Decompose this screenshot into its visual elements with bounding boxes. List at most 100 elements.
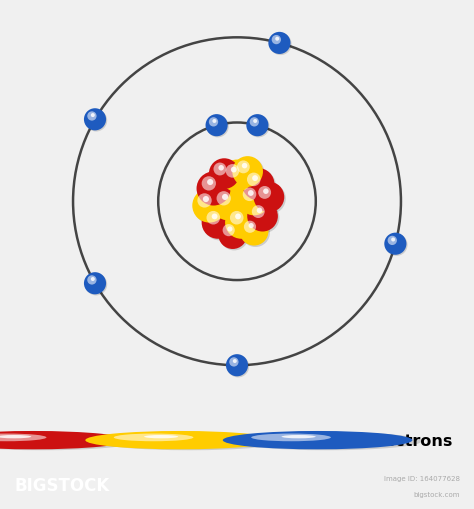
Circle shape	[230, 212, 244, 225]
Text: Image ID: 164077628: Image ID: 164077628	[384, 475, 460, 481]
Circle shape	[234, 158, 264, 189]
Circle shape	[85, 110, 107, 132]
Circle shape	[207, 212, 220, 225]
Circle shape	[0, 431, 128, 449]
Circle shape	[210, 160, 241, 191]
Circle shape	[226, 354, 248, 377]
Circle shape	[201, 207, 234, 239]
Circle shape	[217, 192, 231, 206]
Circle shape	[194, 191, 228, 225]
Circle shape	[388, 236, 397, 245]
Text: BIGSTOCK: BIGSTOCK	[14, 476, 109, 494]
Circle shape	[223, 224, 235, 237]
Circle shape	[219, 166, 224, 171]
Circle shape	[252, 176, 258, 182]
Circle shape	[0, 432, 137, 450]
Circle shape	[207, 180, 213, 186]
Circle shape	[206, 115, 228, 137]
Circle shape	[239, 185, 272, 217]
Circle shape	[213, 189, 247, 223]
Circle shape	[229, 357, 238, 367]
Circle shape	[232, 157, 263, 187]
Circle shape	[248, 191, 254, 196]
Circle shape	[84, 273, 106, 295]
Circle shape	[242, 163, 247, 169]
Circle shape	[231, 167, 237, 173]
Circle shape	[192, 189, 227, 223]
Circle shape	[0, 435, 31, 438]
Circle shape	[253, 120, 257, 124]
Circle shape	[91, 114, 95, 118]
Circle shape	[268, 33, 291, 55]
Circle shape	[254, 182, 284, 213]
Circle shape	[250, 118, 259, 127]
Circle shape	[251, 434, 331, 441]
Circle shape	[227, 227, 232, 232]
Circle shape	[114, 434, 193, 441]
Circle shape	[87, 112, 97, 121]
Circle shape	[241, 219, 270, 247]
Text: 7 Neutrons: 7 Neutrons	[213, 433, 313, 448]
Text: 7 Electrons: 7 Electrons	[351, 433, 452, 448]
Circle shape	[246, 115, 268, 137]
Circle shape	[84, 109, 106, 131]
Circle shape	[197, 172, 231, 206]
Circle shape	[87, 276, 97, 285]
Circle shape	[207, 116, 229, 138]
Circle shape	[257, 208, 262, 214]
Circle shape	[220, 222, 249, 251]
Circle shape	[212, 214, 218, 220]
Circle shape	[247, 173, 261, 187]
Circle shape	[225, 207, 257, 239]
Circle shape	[226, 165, 239, 178]
Circle shape	[384, 233, 406, 256]
Circle shape	[209, 159, 239, 189]
Circle shape	[91, 277, 95, 281]
Circle shape	[198, 174, 232, 208]
Circle shape	[232, 432, 422, 450]
Circle shape	[227, 209, 259, 241]
Circle shape	[213, 163, 227, 176]
Circle shape	[282, 435, 316, 438]
Circle shape	[247, 116, 270, 138]
Circle shape	[0, 434, 46, 441]
Circle shape	[144, 435, 178, 438]
Circle shape	[238, 184, 270, 216]
Circle shape	[270, 34, 292, 56]
Circle shape	[255, 184, 286, 214]
Circle shape	[244, 171, 276, 203]
Circle shape	[385, 234, 408, 257]
Circle shape	[222, 162, 255, 194]
Circle shape	[243, 188, 256, 202]
Circle shape	[95, 432, 284, 450]
Circle shape	[248, 223, 254, 229]
Circle shape	[223, 431, 412, 449]
Text: bigstock.com: bigstock.com	[413, 491, 460, 497]
Circle shape	[252, 206, 264, 218]
Circle shape	[201, 177, 216, 191]
Circle shape	[237, 161, 250, 174]
Circle shape	[227, 356, 249, 378]
Circle shape	[249, 203, 279, 234]
Circle shape	[239, 217, 268, 246]
Circle shape	[211, 187, 246, 221]
Circle shape	[85, 431, 275, 449]
Circle shape	[212, 120, 217, 124]
Circle shape	[209, 118, 218, 127]
Circle shape	[263, 189, 269, 194]
Circle shape	[258, 187, 271, 200]
Text: 7 Protons: 7 Protons	[66, 433, 154, 448]
Circle shape	[391, 238, 395, 242]
Circle shape	[235, 214, 241, 220]
Circle shape	[221, 160, 253, 192]
Circle shape	[247, 202, 278, 232]
Circle shape	[218, 220, 247, 249]
Circle shape	[203, 196, 209, 203]
Circle shape	[242, 168, 274, 201]
Circle shape	[222, 194, 228, 201]
Circle shape	[272, 36, 281, 45]
Circle shape	[275, 38, 279, 42]
Circle shape	[233, 359, 237, 363]
Circle shape	[203, 209, 236, 241]
Circle shape	[244, 221, 256, 233]
